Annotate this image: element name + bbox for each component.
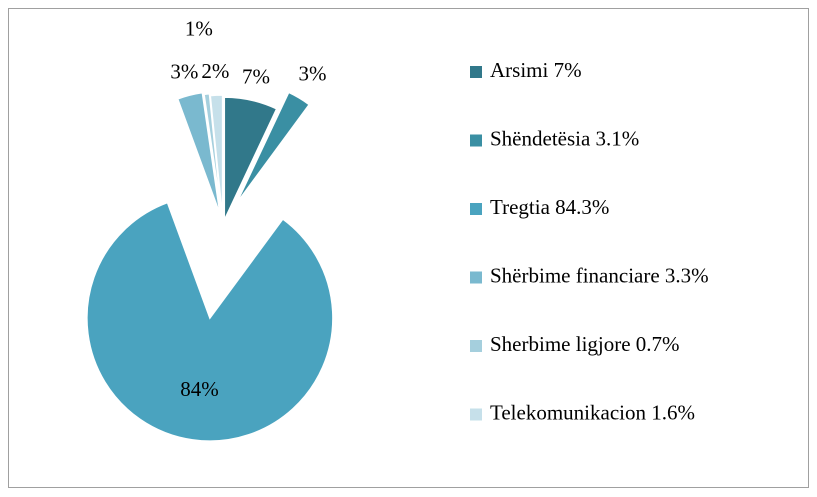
pie-slice <box>203 92 223 217</box>
legend-label: Shëndetësia 3.1% <box>490 126 639 150</box>
legend-swatch <box>470 408 482 421</box>
legend-label: Arsimi 7% <box>490 58 582 82</box>
pie-slice <box>209 94 224 219</box>
pie-slice <box>235 91 311 205</box>
legend-label: Shërbime financiare 3.3% <box>490 263 709 287</box>
pie-slice <box>223 96 278 221</box>
pie-slice <box>176 91 221 215</box>
data-label: 84% <box>180 377 219 401</box>
legend-label: Tregtia 84.3% <box>490 195 609 219</box>
legend-swatch <box>470 271 482 284</box>
legend-swatch <box>470 134 482 147</box>
legend-label: Telekomunikacion 1.6% <box>490 400 695 424</box>
data-label: 1% <box>185 16 213 40</box>
legend-swatch <box>470 66 482 78</box>
data-label: 3% <box>299 61 327 85</box>
legend-swatch <box>470 340 482 352</box>
data-label: 7% <box>242 64 270 88</box>
legend-swatch <box>470 203 482 215</box>
legend-label: Sherbime ligjore 0.7% <box>490 332 680 356</box>
data-label: 3% <box>170 60 198 84</box>
data-label: 2% <box>201 59 229 83</box>
pie-slice <box>86 201 334 442</box>
